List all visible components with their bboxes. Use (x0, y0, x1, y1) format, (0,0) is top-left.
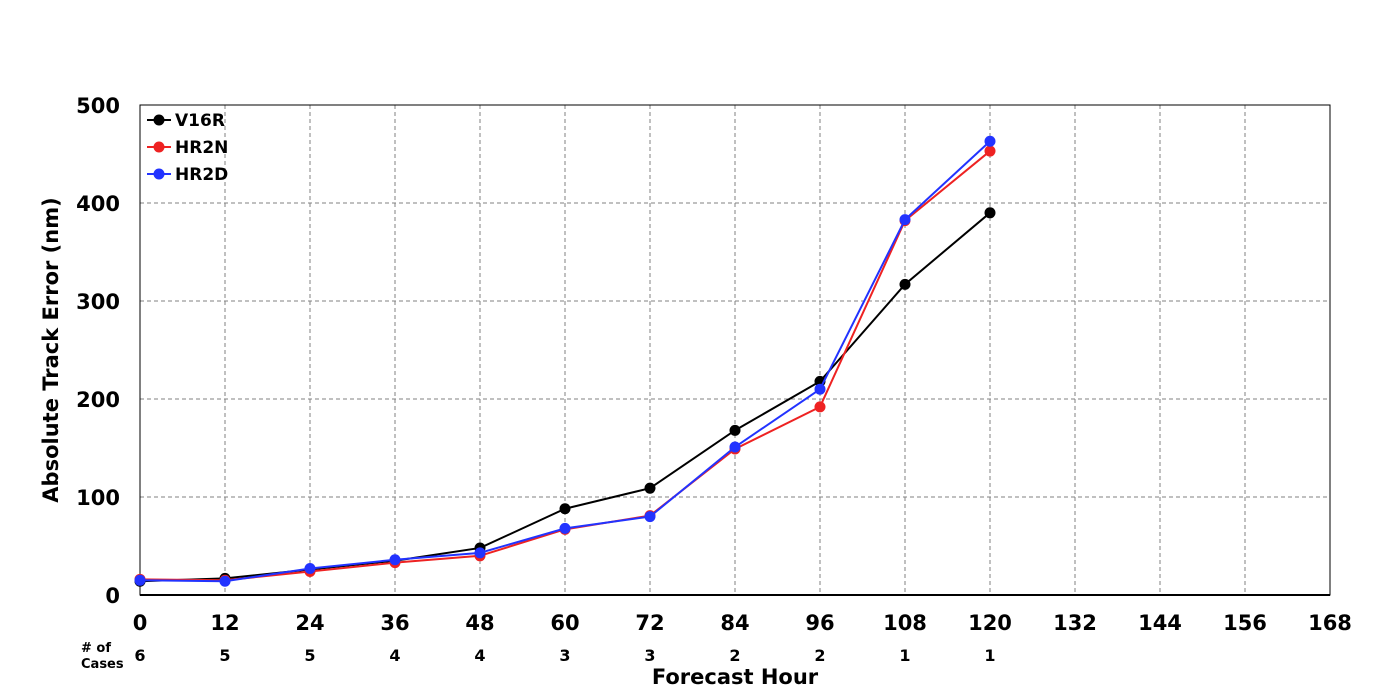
case-count: 2 (814, 646, 825, 665)
x-tick-label: 84 (720, 611, 749, 635)
cases-layer: # of Cases 6 5 5 4 4 3 3 2 2 1 1 (81, 641, 996, 672)
data-point-hr2d (559, 522, 571, 534)
data-point-hr2d (644, 511, 656, 523)
x-tick-label: 120 (968, 611, 1012, 635)
y-tick-label: 200 (76, 388, 120, 412)
data-point-hr2n (814, 401, 826, 413)
case-count: 4 (474, 646, 485, 665)
x-tick-label: 144 (1138, 611, 1182, 635)
case-count: 2 (729, 646, 740, 665)
grid-layer (140, 105, 1330, 596)
cases-row-label: # of Cases (81, 641, 124, 672)
data-point-hr2d (219, 575, 231, 587)
x-tick-label: 60 (550, 611, 579, 635)
legend-marker-v16r (153, 114, 165, 126)
x-tick-label: 96 (805, 611, 834, 635)
data-point-hr2n (984, 145, 996, 157)
data-point-hr2d (389, 554, 401, 566)
plot-frame (139, 104, 1331, 596)
series-layer (134, 135, 996, 587)
case-count: 4 (389, 646, 400, 665)
legend: V16R HR2N HR2D (147, 111, 228, 185)
data-point-hr2d (814, 383, 826, 395)
legend-marker-hr2n (153, 141, 165, 153)
x-tick-label: 72 (635, 611, 664, 635)
x-axis-title: Forecast Hour (652, 665, 819, 689)
data-point-v16r (899, 278, 911, 290)
case-count: 3 (644, 646, 655, 665)
legend-marker-hr2d (153, 168, 165, 180)
case-count: 6 (134, 646, 145, 665)
y-tick-label: 400 (76, 192, 120, 216)
data-point-hr2d (729, 441, 741, 453)
x-tick-label: 48 (465, 611, 494, 635)
legend-label-v16r: V16R (175, 111, 225, 131)
data-point-hr2d (984, 135, 996, 147)
case-count: 5 (304, 646, 315, 665)
case-count: 1 (984, 646, 995, 665)
data-point-v16r (644, 482, 656, 494)
data-point-hr2d (899, 214, 911, 226)
x-tick-label: 24 (295, 611, 324, 635)
x-tick-label: 36 (380, 611, 409, 635)
x-tick-label: 12 (210, 611, 239, 635)
legend-label-hr2n: HR2N (175, 138, 228, 158)
data-point-hr2d (304, 563, 316, 575)
data-point-v16r (729, 424, 741, 436)
data-point-hr2d (474, 547, 486, 559)
legend-label-hr2d: HR2D (175, 165, 228, 185)
case-count: 1 (899, 646, 910, 665)
data-point-v16r (984, 207, 996, 219)
y-tick-label: 100 (76, 486, 120, 510)
x-tick-label: 132 (1053, 611, 1097, 635)
y-tick-label: 500 (76, 94, 120, 118)
case-count: 3 (559, 646, 570, 665)
case-count: 5 (219, 646, 230, 665)
y-tick-label: 300 (76, 290, 120, 314)
data-point-v16r (559, 503, 571, 515)
y-axis-title: Absolute Track Error (nm) (39, 197, 63, 502)
x-tick-label: 168 (1308, 611, 1352, 635)
x-tick-label: 108 (883, 611, 927, 635)
data-point-hr2d (134, 574, 146, 586)
x-tick-label: 156 (1223, 611, 1267, 635)
y-tick-label: 0 (105, 584, 120, 608)
series-line-hr2d (139, 140, 991, 583)
tick-layer: 0 12 24 36 48 60 72 84 96 108 120 132 144 156 168 0 100 2… (76, 94, 1352, 635)
x-tick-label: 0 (133, 611, 148, 635)
